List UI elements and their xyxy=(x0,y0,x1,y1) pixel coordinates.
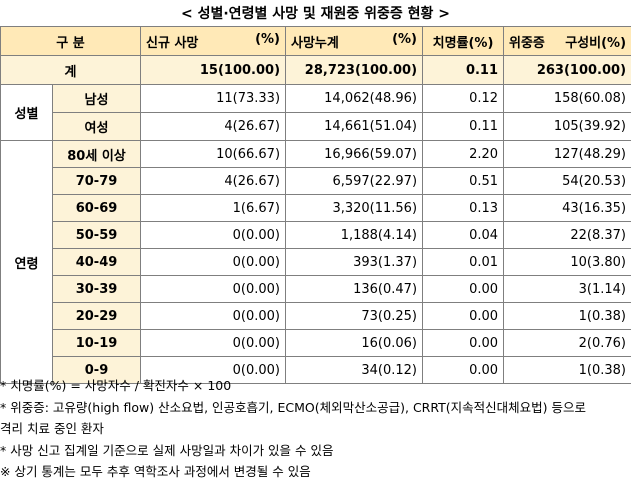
fatality-cell: 0.00 xyxy=(422,329,505,357)
row-label: 여성 xyxy=(51,112,142,141)
fatality-cell: 0.00 xyxy=(422,356,505,384)
header-new-deaths: 신규 사망 (%) xyxy=(140,26,287,56)
critical-cell: 54(20.53) xyxy=(503,167,631,195)
footnote-line: * 치명률(%) = 사망자수 / 확진자수 × 100 xyxy=(0,378,232,393)
row-label: 20-29 xyxy=(51,302,142,330)
table-row: 10-19 0(0.00) 16(0.06) 0.00 2(0.76) xyxy=(1,329,631,357)
fatality-cell: 0.51 xyxy=(422,167,505,195)
cumulative-cell: 34(0.12) xyxy=(285,356,424,384)
critical-cell: 10(3.80) xyxy=(503,248,631,276)
critical-cell: 43(16.35) xyxy=(503,194,631,222)
cumulative-cell: 14,661(51.04) xyxy=(285,112,424,141)
new-deaths-cell: 11(73.33) xyxy=(140,84,287,113)
total-cum: 28,723(100.00) xyxy=(285,55,424,85)
header-fatality: 치명률(%) xyxy=(422,26,505,56)
critical-cell: 127(48.29) xyxy=(503,140,631,168)
table-row: 40-49 0(0.00) 393(1.37) 0.01 10(3.80) xyxy=(1,248,631,276)
new-deaths-cell: 1(6.67) xyxy=(140,194,287,222)
new-deaths-cell: 0(0.00) xyxy=(140,302,287,330)
critical-cell: 158(60.08) xyxy=(503,84,631,113)
new-deaths-cell: 0(0.00) xyxy=(140,221,287,249)
critical-cell: 2(0.76) xyxy=(503,329,631,357)
footnote-line: 격리 치료 중인 환자 xyxy=(0,421,104,436)
header-critical-label: 위중증 xyxy=(509,35,545,51)
table-title: < 성별·연령별 사망 및 재원중 위중증 현황 > xyxy=(181,6,450,22)
table-row: 50-59 0(0.00) 1,188(4.14) 0.04 22(8.37) xyxy=(1,221,631,249)
critical-cell: 22(8.37) xyxy=(503,221,631,249)
table-row: 여성 4(26.67) 14,661(51.04) 0.11 105(39.92) xyxy=(1,112,631,141)
cumulative-cell: 73(0.25) xyxy=(285,302,424,330)
fatality-cell: 0.13 xyxy=(422,194,505,222)
row-label: 남성 xyxy=(51,84,142,113)
cumulative-cell: 16,966(59.07) xyxy=(285,140,424,168)
cumulative-cell: 14,062(48.96) xyxy=(285,84,424,113)
cumulative-cell: 136(0.47) xyxy=(285,275,424,303)
header-critical-unit: 구성비(%) xyxy=(565,35,627,51)
new-deaths-cell: 4(26.67) xyxy=(140,112,287,141)
stats-table: 구 분 신규 사망 (%) 사망누계 (%) 치명률(%) 위중증 구성비(%) 계 … xyxy=(0,26,631,384)
fatality-cell: 2.20 xyxy=(422,140,505,168)
fatality-cell: 0.00 xyxy=(422,302,505,330)
row-label: 60-69 xyxy=(51,194,142,222)
sex-group-label: 성별 xyxy=(0,84,53,141)
row-label: 30-39 xyxy=(51,275,142,303)
new-deaths-cell: 4(26.67) xyxy=(140,167,287,195)
new-deaths-cell: 0(0.00) xyxy=(140,356,287,384)
table-row: 70-79 4(26.67) 6,597(22.97) 0.51 54(20.53) xyxy=(1,167,631,195)
table-row: 0-9 0(0.00) 34(0.12) 0.00 1(0.38) xyxy=(1,356,631,384)
new-deaths-cell: 10(66.67) xyxy=(140,140,287,168)
row-label: 10-19 xyxy=(51,329,142,357)
total-row: 계 15(100.00) 28,723(100.00) 0.11 263(100… xyxy=(0,55,631,85)
critical-cell: 1(0.38) xyxy=(503,356,631,384)
cumulative-cell: 6,597(22.97) xyxy=(285,167,424,195)
header-cumulative-label: 사망누계 xyxy=(291,35,339,51)
header-new-deaths-label: 신규 사망 xyxy=(146,35,199,51)
total-label: 계 xyxy=(0,55,142,85)
new-deaths-cell: 0(0.00) xyxy=(140,248,287,276)
header-cumulative: 사망누계 (%) xyxy=(285,26,424,56)
fatality-cell: 0.11 xyxy=(422,112,505,141)
critical-cell: 3(1.14) xyxy=(503,275,631,303)
row-label: 0-9 xyxy=(51,356,142,384)
header-category: 구 분 xyxy=(0,26,142,56)
row-label: 40-49 xyxy=(51,248,142,276)
total-crit: 263(100.00) xyxy=(503,55,631,85)
new-deaths-cell: 0(0.00) xyxy=(140,329,287,357)
table-row: 30-39 0(0.00) 136(0.47) 0.00 3(1.14) xyxy=(1,275,631,303)
header-new-deaths-unit: (%) xyxy=(255,31,281,47)
age-group-label: 연령 xyxy=(0,140,53,384)
cumulative-cell: 1,188(4.14) xyxy=(285,221,424,249)
fatality-cell: 0.01 xyxy=(422,248,505,276)
cumulative-cell: 16(0.06) xyxy=(285,329,424,357)
table-row: 연령 80세 이상 10(66.67) 16,966(59.07) 2.20 127(48… xyxy=(0,140,631,384)
footnote-line: * 위중증: 고유량(high flow) 산소요법, 인공호흡기, ECMO(… xyxy=(0,399,587,415)
footnote-line: * 사망 신고 집계일 기준으로 실제 사망일과 차이가 있을 수 있음 xyxy=(0,442,334,458)
footnotes: * 치명률(%) = 사망자수 / 확진자수 × 100 * 위중증: 고유량(h… xyxy=(0,375,631,483)
critical-cell: 1(0.38) xyxy=(503,302,631,330)
total-new: 15(100.00) xyxy=(140,55,287,85)
footnote-line: ※ 상기 통계는 모두 추후 역학조사 과정에서 변경될 수 있음 xyxy=(0,464,311,479)
cumulative-cell: 3,320(11.56) xyxy=(285,194,424,222)
row-label: 50-59 xyxy=(51,221,142,249)
row-label: 80세 이상 xyxy=(51,140,142,168)
fatality-cell: 0.00 xyxy=(422,275,505,303)
table-row: 20-29 0(0.00) 73(0.25) 0.00 1(0.38) xyxy=(1,302,631,330)
cumulative-cell: 393(1.37) xyxy=(285,248,424,276)
table-row: 60-69 1(6.67) 3,320(11.56) 0.13 43(16.35) xyxy=(1,194,631,222)
total-rate: 0.11 xyxy=(422,55,505,85)
row-label: 70-79 xyxy=(51,167,142,195)
new-deaths-cell: 0(0.00) xyxy=(140,275,287,303)
fatality-cell: 0.04 xyxy=(422,221,505,249)
critical-cell: 105(39.92) xyxy=(503,112,631,141)
header-cumulative-unit: (%) xyxy=(392,31,418,47)
header-row: 구 분 신규 사망 (%) 사망누계 (%) 치명률(%) 위중증 구성비(%) xyxy=(0,26,631,56)
header-critical: 위중증 구성비(%) xyxy=(503,26,631,56)
table-row: 성별 남성 11(73.33) 14,062(48.96) 0.12 158(60.08) xyxy=(0,84,631,141)
fatality-cell: 0.12 xyxy=(422,84,505,113)
